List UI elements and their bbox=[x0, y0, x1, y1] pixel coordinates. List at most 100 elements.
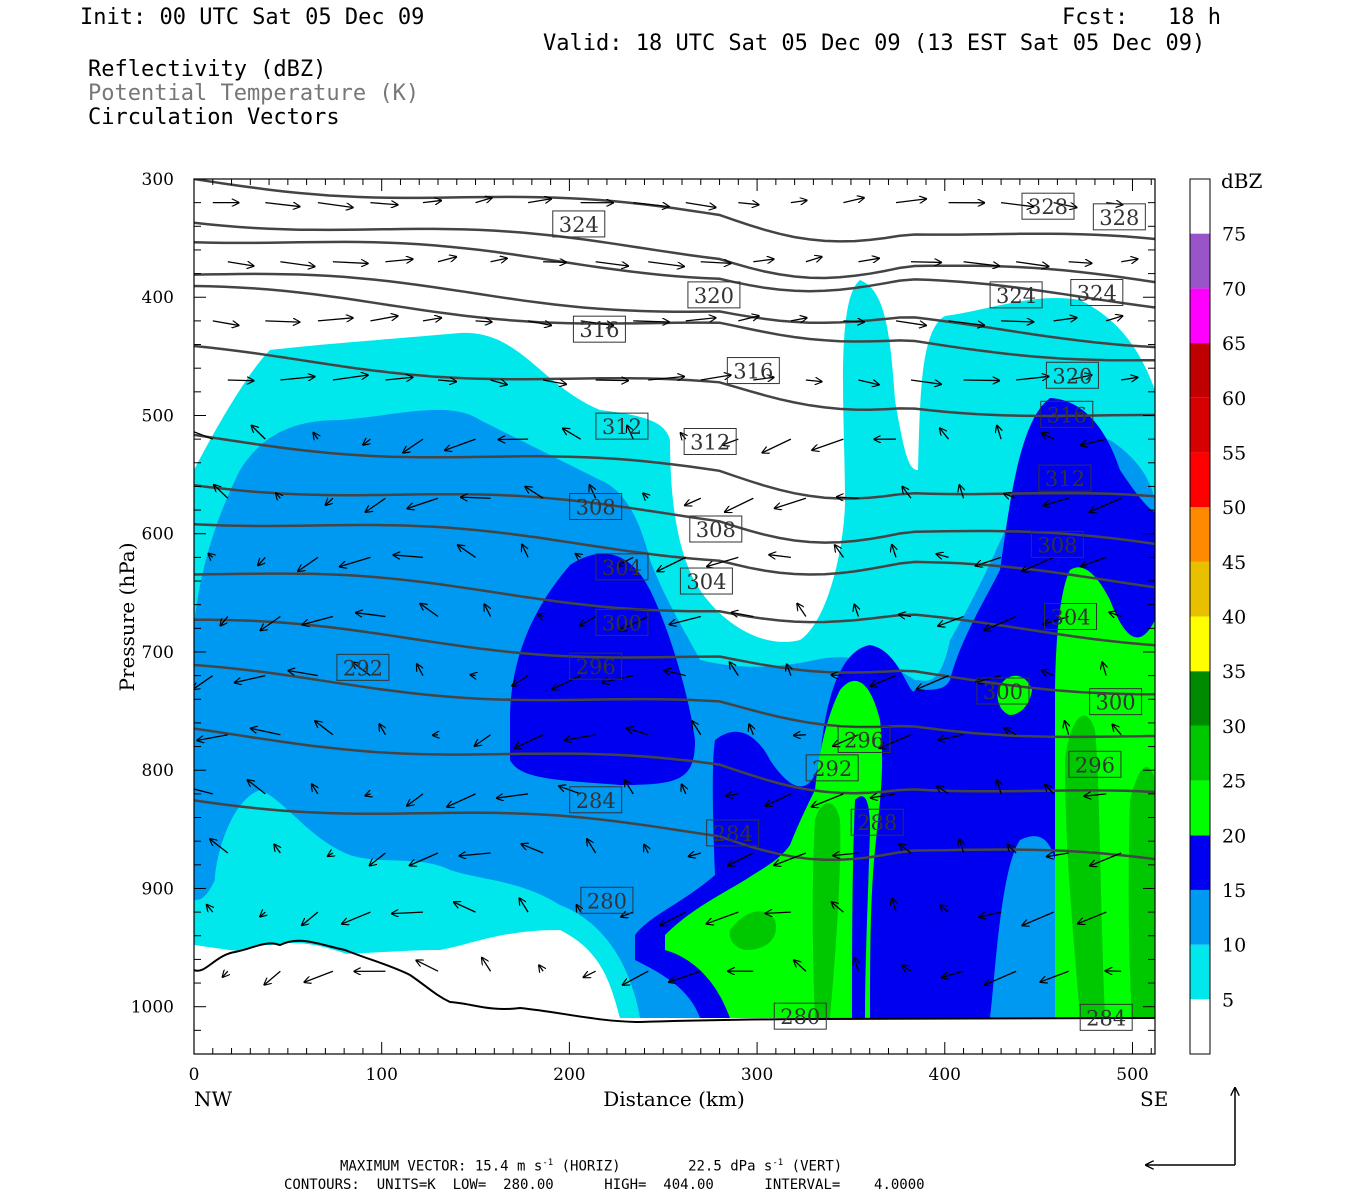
circulation-vector bbox=[963, 261, 1000, 266]
circulation-vector bbox=[936, 554, 949, 557]
circulation-vector bbox=[728, 852, 754, 866]
circulation-vector bbox=[407, 793, 424, 806]
svg-text:312: 312 bbox=[602, 415, 642, 439]
circulation-vector bbox=[700, 262, 731, 264]
theta-contour-line bbox=[194, 240, 1155, 309]
circulation-vector bbox=[1043, 615, 1069, 625]
circulation-vector bbox=[1016, 261, 1049, 267]
circulation-vector bbox=[765, 793, 792, 806]
circulation-vector bbox=[210, 839, 229, 854]
x-tick-label: 500 bbox=[1116, 1065, 1148, 1085]
circulation-vector bbox=[648, 377, 684, 380]
circulation-vector bbox=[620, 615, 649, 631]
theta-contour-label: 312 bbox=[683, 428, 737, 455]
colorbar-frame bbox=[1189, 178, 1211, 1055]
svg-text:320: 320 bbox=[694, 284, 734, 308]
circulation-vector bbox=[790, 318, 807, 321]
circulation-vector bbox=[313, 433, 318, 440]
circulation-vector bbox=[1084, 794, 1107, 796]
circulation-vector bbox=[459, 853, 491, 856]
circulation-vector bbox=[470, 675, 475, 676]
reference-vector-icon bbox=[1146, 1088, 1235, 1165]
circulation-vector bbox=[379, 724, 385, 736]
circulation-vector bbox=[858, 380, 879, 385]
circulation-vector bbox=[707, 556, 739, 566]
circulation-vector bbox=[692, 721, 702, 736]
colorbar-label: 75 bbox=[1222, 224, 1246, 246]
field-reflectivity: Reflectivity (dBZ) bbox=[88, 57, 327, 82]
circulation-vector bbox=[288, 670, 318, 677]
circulation-vector bbox=[576, 905, 580, 912]
theta-contour-label: 296 bbox=[1068, 750, 1122, 778]
circulation-vector bbox=[522, 545, 529, 558]
refl-15dbz-region-left bbox=[510, 553, 695, 785]
theta-contour-label: 284 bbox=[569, 786, 623, 814]
circulation-vector bbox=[870, 675, 897, 687]
circulation-vector bbox=[276, 493, 281, 498]
theta-contour-label: 288 bbox=[850, 808, 904, 836]
x-axis-label: Distance (km) bbox=[603, 1087, 745, 1111]
svg-text:300: 300 bbox=[983, 680, 1023, 704]
circulation-vector bbox=[626, 728, 649, 736]
circulation-vector bbox=[738, 203, 759, 205]
circulation-vector bbox=[660, 911, 687, 925]
y-axis-ticks: 300 400 500 600 700 800 900 1000 bbox=[131, 170, 1155, 1055]
circulation-vector bbox=[854, 958, 858, 972]
field-theta: Potential Temperature (K) bbox=[88, 81, 420, 106]
theta-contour-label: 304 bbox=[679, 567, 733, 595]
circulation-vector bbox=[811, 793, 844, 807]
circulation-vector bbox=[445, 438, 476, 450]
colorbar-swatch bbox=[1190, 835, 1210, 890]
theta-contour-label: 308 bbox=[569, 493, 623, 521]
circulation-vector bbox=[774, 497, 807, 508]
svg-text:304: 304 bbox=[686, 570, 726, 594]
circulation-vector bbox=[563, 428, 581, 440]
theta-contour-line bbox=[194, 483, 1155, 546]
circulation-vector bbox=[753, 259, 774, 262]
circulation-vector bbox=[519, 898, 529, 913]
circulation-vector bbox=[902, 965, 912, 971]
theta-contour-label: 312 bbox=[1038, 464, 1092, 492]
circulation-vector bbox=[587, 839, 597, 854]
circulation-vector bbox=[332, 375, 368, 381]
svg-text:284: 284 bbox=[713, 822, 753, 846]
circulation-vector bbox=[769, 555, 791, 558]
circulation-vector bbox=[963, 380, 1000, 381]
circulation-vector bbox=[669, 970, 701, 982]
circulation-vector bbox=[643, 493, 648, 498]
theta-contour-line bbox=[194, 799, 1155, 862]
svg-text:296: 296 bbox=[844, 728, 884, 752]
circulation-vector bbox=[726, 794, 739, 796]
theta-contour-label: 296 bbox=[837, 725, 891, 753]
circulation-vector bbox=[657, 556, 687, 571]
x-endpoint-left: NW bbox=[194, 1087, 233, 1111]
circulation-vector bbox=[385, 377, 412, 380]
circulation-vector bbox=[902, 487, 912, 499]
colorbar-swatch bbox=[1190, 944, 1210, 1000]
circulation-vector bbox=[623, 970, 649, 985]
theta-contour-line bbox=[194, 727, 1155, 795]
circulation-vector bbox=[940, 428, 950, 440]
circulation-vector bbox=[688, 853, 701, 856]
x-tick-label: 400 bbox=[929, 1065, 961, 1085]
circulation-vector bbox=[730, 662, 739, 676]
circulation-vector bbox=[1065, 721, 1069, 735]
circulation-vector bbox=[722, 438, 739, 445]
circulation-vector bbox=[475, 198, 492, 203]
y-axis-label: Pressure (hPa) bbox=[115, 543, 139, 692]
theta-contour-label: 296 bbox=[569, 652, 623, 680]
circulation-vector bbox=[214, 485, 229, 499]
circulation-vector bbox=[437, 380, 456, 382]
circulation-vector bbox=[583, 970, 596, 977]
colorbar: 5 10 15 20 25 30 35 40 45 50 55 60 65 70 75 bbox=[1189, 178, 1246, 1055]
theta-contour-label: 320 bbox=[1045, 361, 1099, 389]
circulation-vector bbox=[497, 793, 529, 798]
circulation-vector bbox=[1109, 612, 1122, 616]
theta-contour-label: 292 bbox=[336, 653, 390, 681]
circulation-vector bbox=[417, 664, 424, 676]
colorbar-swatch bbox=[1190, 725, 1210, 781]
circulation-vector bbox=[422, 200, 441, 202]
circulation-vector bbox=[984, 615, 1017, 631]
circulation-vector bbox=[1040, 970, 1069, 982]
circulation-vector bbox=[385, 259, 412, 262]
